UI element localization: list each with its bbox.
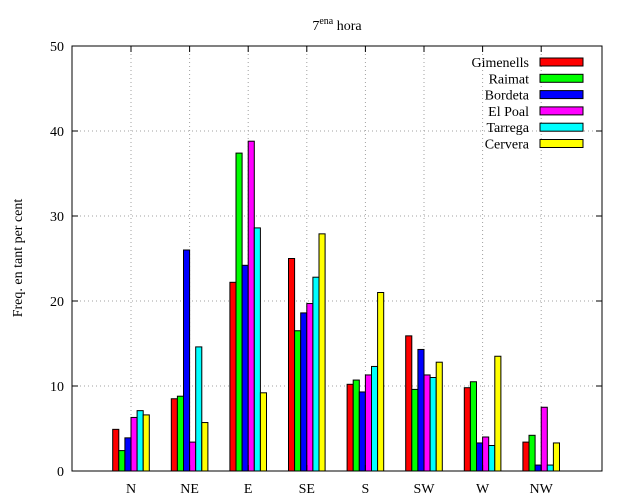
legend-item: Cervera xyxy=(485,138,584,153)
bar xyxy=(552,442,561,472)
chart-title-suffix: hora xyxy=(337,19,363,34)
legend-label: Gimenells xyxy=(471,56,529,71)
series-el-poal xyxy=(130,140,548,472)
bar xyxy=(494,355,502,472)
bar xyxy=(247,140,255,472)
bar xyxy=(417,348,425,472)
legend-label: Cervera xyxy=(485,138,530,153)
y-tick-label: 40 xyxy=(50,125,64,140)
series-raimat xyxy=(118,152,536,472)
bar xyxy=(183,249,191,472)
legend-swatch xyxy=(539,122,584,132)
bar xyxy=(288,258,296,472)
series-cervera xyxy=(142,233,561,472)
bar xyxy=(130,416,138,472)
y-tick-label: 50 xyxy=(50,40,64,55)
plot-frame xyxy=(71,45,603,472)
bar xyxy=(429,377,437,472)
bars-layer xyxy=(112,140,561,472)
bar xyxy=(358,391,366,472)
bar xyxy=(377,292,385,472)
legend-label: El Poal xyxy=(488,105,529,120)
bar xyxy=(546,464,554,472)
bar xyxy=(346,383,354,472)
y-tick-label: 0 xyxy=(57,465,64,480)
bar xyxy=(540,406,548,472)
legend-swatch xyxy=(539,139,584,148)
y-tick-label: 30 xyxy=(50,210,64,225)
chart-title-superscript: ena xyxy=(319,16,333,27)
legend-swatch xyxy=(539,57,584,67)
bar xyxy=(300,312,308,472)
y-axis: 0 10 20 30 40 50 xyxy=(50,40,602,480)
series-tarrega xyxy=(136,227,554,472)
bar xyxy=(136,410,144,472)
bar xyxy=(435,361,443,472)
bar xyxy=(306,303,314,472)
x-tick-label: SW xyxy=(414,482,436,497)
bar xyxy=(189,441,197,472)
bar xyxy=(318,233,326,472)
bar xyxy=(253,227,261,472)
bar xyxy=(170,398,178,472)
series-bordeta xyxy=(124,249,542,472)
bar xyxy=(241,264,249,472)
legend-swatch xyxy=(539,106,584,116)
bar xyxy=(118,450,126,472)
bar xyxy=(423,374,431,472)
legend-label: Raimat xyxy=(489,72,530,87)
chart-title-main: 7 xyxy=(312,19,319,34)
bar xyxy=(469,381,477,472)
bar xyxy=(235,152,243,472)
bar xyxy=(352,379,360,472)
x-tick-label: E xyxy=(244,482,253,497)
bar xyxy=(528,434,536,472)
bar xyxy=(371,365,379,472)
bar xyxy=(124,437,132,472)
y-tick-label: 10 xyxy=(50,380,64,395)
bar xyxy=(476,442,484,472)
bar xyxy=(463,387,471,472)
legend-label: Tarrega xyxy=(486,121,529,136)
bar xyxy=(176,395,184,472)
bar xyxy=(411,388,419,472)
x-tick-label: NW xyxy=(530,482,554,497)
bar xyxy=(482,436,490,472)
legend-label: Bordeta xyxy=(485,89,530,104)
legend-item: El Poal xyxy=(488,105,584,120)
x-tick-label: NE xyxy=(180,482,199,497)
x-tick-label: W xyxy=(476,482,490,497)
bar xyxy=(229,281,237,472)
legend-item: Tarrega xyxy=(486,121,584,136)
legend-swatch xyxy=(539,73,584,83)
bar xyxy=(364,374,372,472)
x-tick-label: S xyxy=(362,482,370,497)
chart-title: 7ena hora xyxy=(312,16,362,34)
bar xyxy=(312,276,320,472)
y-tick-label: 20 xyxy=(50,295,64,310)
legend-item: Gimenells xyxy=(471,56,584,71)
bar xyxy=(259,392,267,472)
bar xyxy=(195,346,203,472)
bar xyxy=(534,464,542,472)
legend-item: Raimat xyxy=(489,72,584,87)
y-axis-label: Freq. en tant per cent xyxy=(11,199,26,318)
legend-swatch xyxy=(539,90,584,100)
bar xyxy=(142,414,150,472)
x-tick-label: SE xyxy=(299,482,315,497)
bar xyxy=(488,445,496,472)
bar xyxy=(405,335,413,472)
x-axis: N NE E SE S SW W NW xyxy=(126,46,554,497)
x-tick-label: N xyxy=(126,482,136,497)
bar xyxy=(201,422,209,472)
bar xyxy=(294,330,302,472)
bar xyxy=(112,428,120,472)
legend-item: Bordeta xyxy=(485,89,584,104)
bar xyxy=(522,441,530,472)
